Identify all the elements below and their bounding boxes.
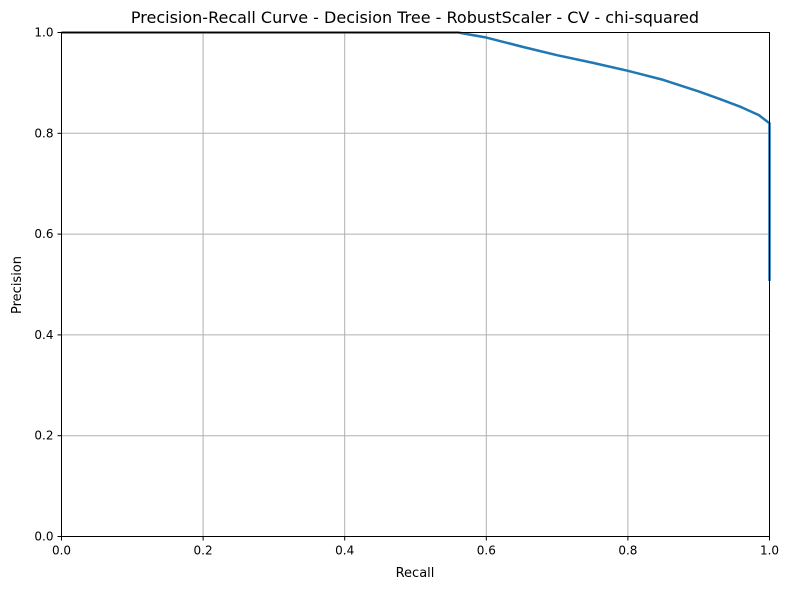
y-tick-label: 0.2 [34,429,53,443]
y-tick-label: 0.0 [34,530,53,544]
chart-title: Precision-Recall Curve - Decision Tree -… [131,8,699,27]
grid [61,32,770,537]
x-tick-label: 0.2 [194,544,213,558]
y-tick-label: 1.0 [34,26,53,40]
pr-curve-line [61,31,771,281]
ticks: 0.0 0.2 0.4 0.6 0.8 1.0 0.0 0.2 0.4 0.6 0.8 1.0 [34,26,779,558]
y-tick-label: 0.8 [34,126,53,140]
x-tick-label: 0.6 [477,544,496,558]
plot-frame [61,32,770,537]
x-tick-label: 0.0 [52,544,71,558]
x-tick-label: 0.4 [335,544,354,558]
y-axis-label: Precision [10,256,25,314]
x-tick-label: 0.8 [618,544,637,558]
x-axis-label: Recall [396,566,435,581]
y-tick-label: 0.6 [34,227,53,241]
x-tick-label: 1.0 [760,544,779,558]
curves [61,31,771,281]
y-tick-label: 0.4 [34,328,53,342]
